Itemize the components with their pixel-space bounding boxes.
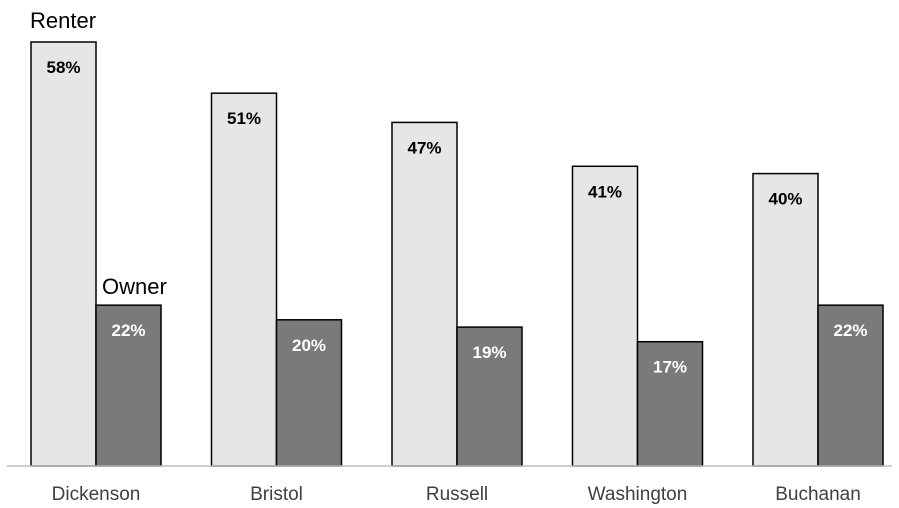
bar-renter-buchanan [752,172,819,467]
category-label-buchanan: Buchanan [775,484,861,505]
series-label-renter: Renter [30,8,96,33]
bar-renter-bristol [210,92,278,467]
data-label-owner-washington: 17% [653,358,687,377]
bar-owner-dickenson [95,304,162,467]
data-label-renter-washington: 41% [588,182,622,201]
bar-owner-bristol [275,319,343,467]
category-label-russell: Russell [426,484,488,505]
category-label-dickenson: Dickenson [52,484,141,505]
data-label-renter-dickenson: 58% [46,58,80,77]
data-label-owner-russell: 19% [472,343,506,362]
bar-renter-russell [391,121,458,467]
data-label-renter-russell: 47% [407,138,441,157]
bar-owner-washington [636,340,704,467]
data-label-owner-bristol: 20% [292,336,326,355]
bar-renter-dickenson [30,41,97,467]
data-label-renter-buchanan: 40% [768,190,802,209]
bar-renter-washington [571,165,639,467]
labels-layer: 58% 22% Dickenson 51% 20% Bristol 47% 19% Russel… [46,58,867,505]
bar-owner-russell [456,326,523,467]
data-label-owner-buchanan: 22% [833,321,867,340]
data-label-owner-dickenson: 22% [111,321,145,340]
data-label-renter-bristol: 51% [227,109,261,128]
category-label-bristol: Bristol [250,484,303,505]
series-label-owner: Owner [102,274,167,299]
category-label-washington: Washington [588,484,688,505]
bars-layer [30,41,884,467]
